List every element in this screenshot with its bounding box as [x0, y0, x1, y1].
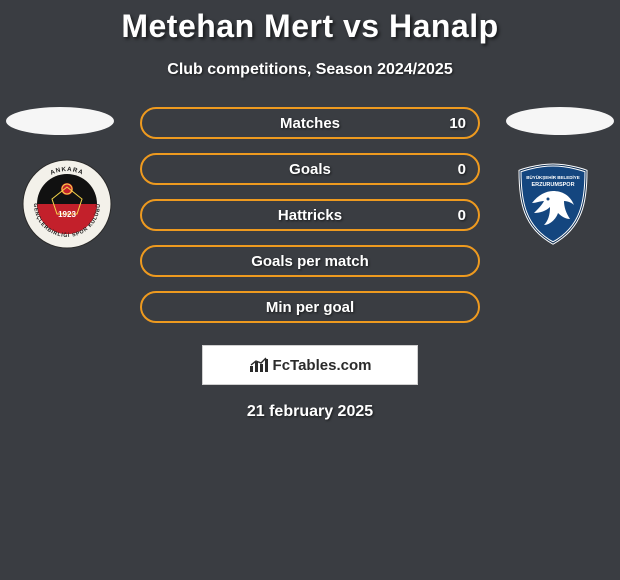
stat-label: Goals per match: [251, 253, 369, 270]
stat-row-goals: Goals 0: [140, 153, 480, 185]
stat-row-matches: Matches 10: [140, 107, 480, 139]
stat-label: Matches: [280, 115, 340, 132]
brand-box: FcTables.com: [202, 345, 418, 385]
stat-row-min-per-goal: Min per goal: [140, 291, 480, 323]
stat-label: Goals: [289, 161, 331, 178]
page-title: Metehan Mert vs Hanalp: [0, 0, 620, 45]
stat-label: Hattricks: [278, 207, 342, 224]
team-crest-right: BÜYÜKŞEHİR BELEDİYE ERZURUMSPOR: [508, 159, 598, 249]
svg-text:ERZURUMSPOR: ERZURUMSPOR: [531, 182, 574, 188]
page-subtitle: Club competitions, Season 2024/2025: [0, 61, 620, 79]
player-right-ellipse: [506, 107, 614, 135]
stat-label: Min per goal: [266, 299, 354, 316]
stat-row-hattricks: Hattricks 0: [140, 199, 480, 231]
genclerbirligi-crest-icon: 1923 ANKARA GENÇLERBİRLİĞİ SPOR KULÜBÜ: [22, 159, 112, 249]
bar-chart-icon: [249, 356, 269, 374]
svg-text:1923: 1923: [58, 210, 76, 219]
infographic-date: 21 february 2025: [0, 403, 620, 421]
svg-text:BÜYÜKŞEHİR BELEDİYE: BÜYÜKŞEHİR BELEDİYE: [526, 174, 580, 180]
content-area: 1923 ANKARA GENÇLERBİRLİĞİ SPOR KULÜBÜ B…: [0, 107, 620, 421]
stat-value-right: 0: [458, 161, 466, 178]
erzurumspor-crest-icon: BÜYÜKŞEHİR BELEDİYE ERZURUMSPOR: [508, 159, 598, 249]
team-crest-left: 1923 ANKARA GENÇLERBİRLİĞİ SPOR KULÜBÜ: [22, 159, 112, 249]
stat-row-goals-per-match: Goals per match: [140, 245, 480, 277]
stats-list: Matches 10 Goals 0 Hattricks 0 Goals per…: [140, 107, 480, 323]
stat-value-right: 0: [458, 207, 466, 224]
player-left-ellipse: [6, 107, 114, 135]
stat-value-right: 10: [449, 115, 466, 132]
brand-text: FcTables.com: [273, 357, 372, 374]
